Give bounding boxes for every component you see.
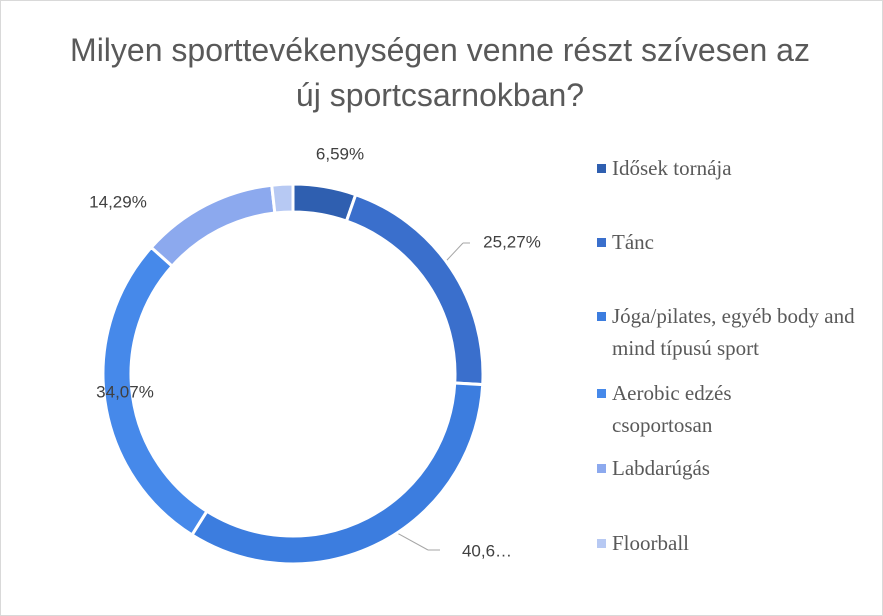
donut-slice bbox=[291, 182, 358, 223]
legend-swatch bbox=[597, 164, 606, 173]
data-label: 25,27% bbox=[483, 232, 541, 251]
legend-label: Aerobic edzés csoportosan bbox=[612, 381, 732, 437]
legend-swatch bbox=[597, 312, 606, 321]
donut-slice bbox=[270, 182, 295, 215]
data-label: 6,59% bbox=[316, 144, 364, 163]
legend-swatch bbox=[597, 238, 606, 247]
legend-label: Jóga/pilates, egyéb body and mind típusú… bbox=[612, 304, 855, 360]
legend-label: Labdarúgás bbox=[612, 456, 710, 480]
data-label: 34,07% bbox=[96, 382, 154, 401]
data-label: 40,6… bbox=[462, 541, 512, 560]
legend-swatch bbox=[597, 539, 606, 548]
legend-swatch bbox=[597, 464, 606, 473]
chart-title: Milyen sporttevékenységen venne részt sz… bbox=[70, 32, 810, 113]
donut-slice bbox=[344, 192, 485, 387]
legend-label: Tánc bbox=[612, 230, 654, 254]
donut-slice bbox=[189, 381, 485, 566]
legend-label: Idősek tornája bbox=[612, 156, 732, 180]
legend-label: Floorball bbox=[612, 531, 689, 555]
data-label: 14,29% bbox=[89, 192, 147, 211]
legend-swatch bbox=[597, 389, 606, 398]
donut-slice bbox=[149, 183, 277, 269]
